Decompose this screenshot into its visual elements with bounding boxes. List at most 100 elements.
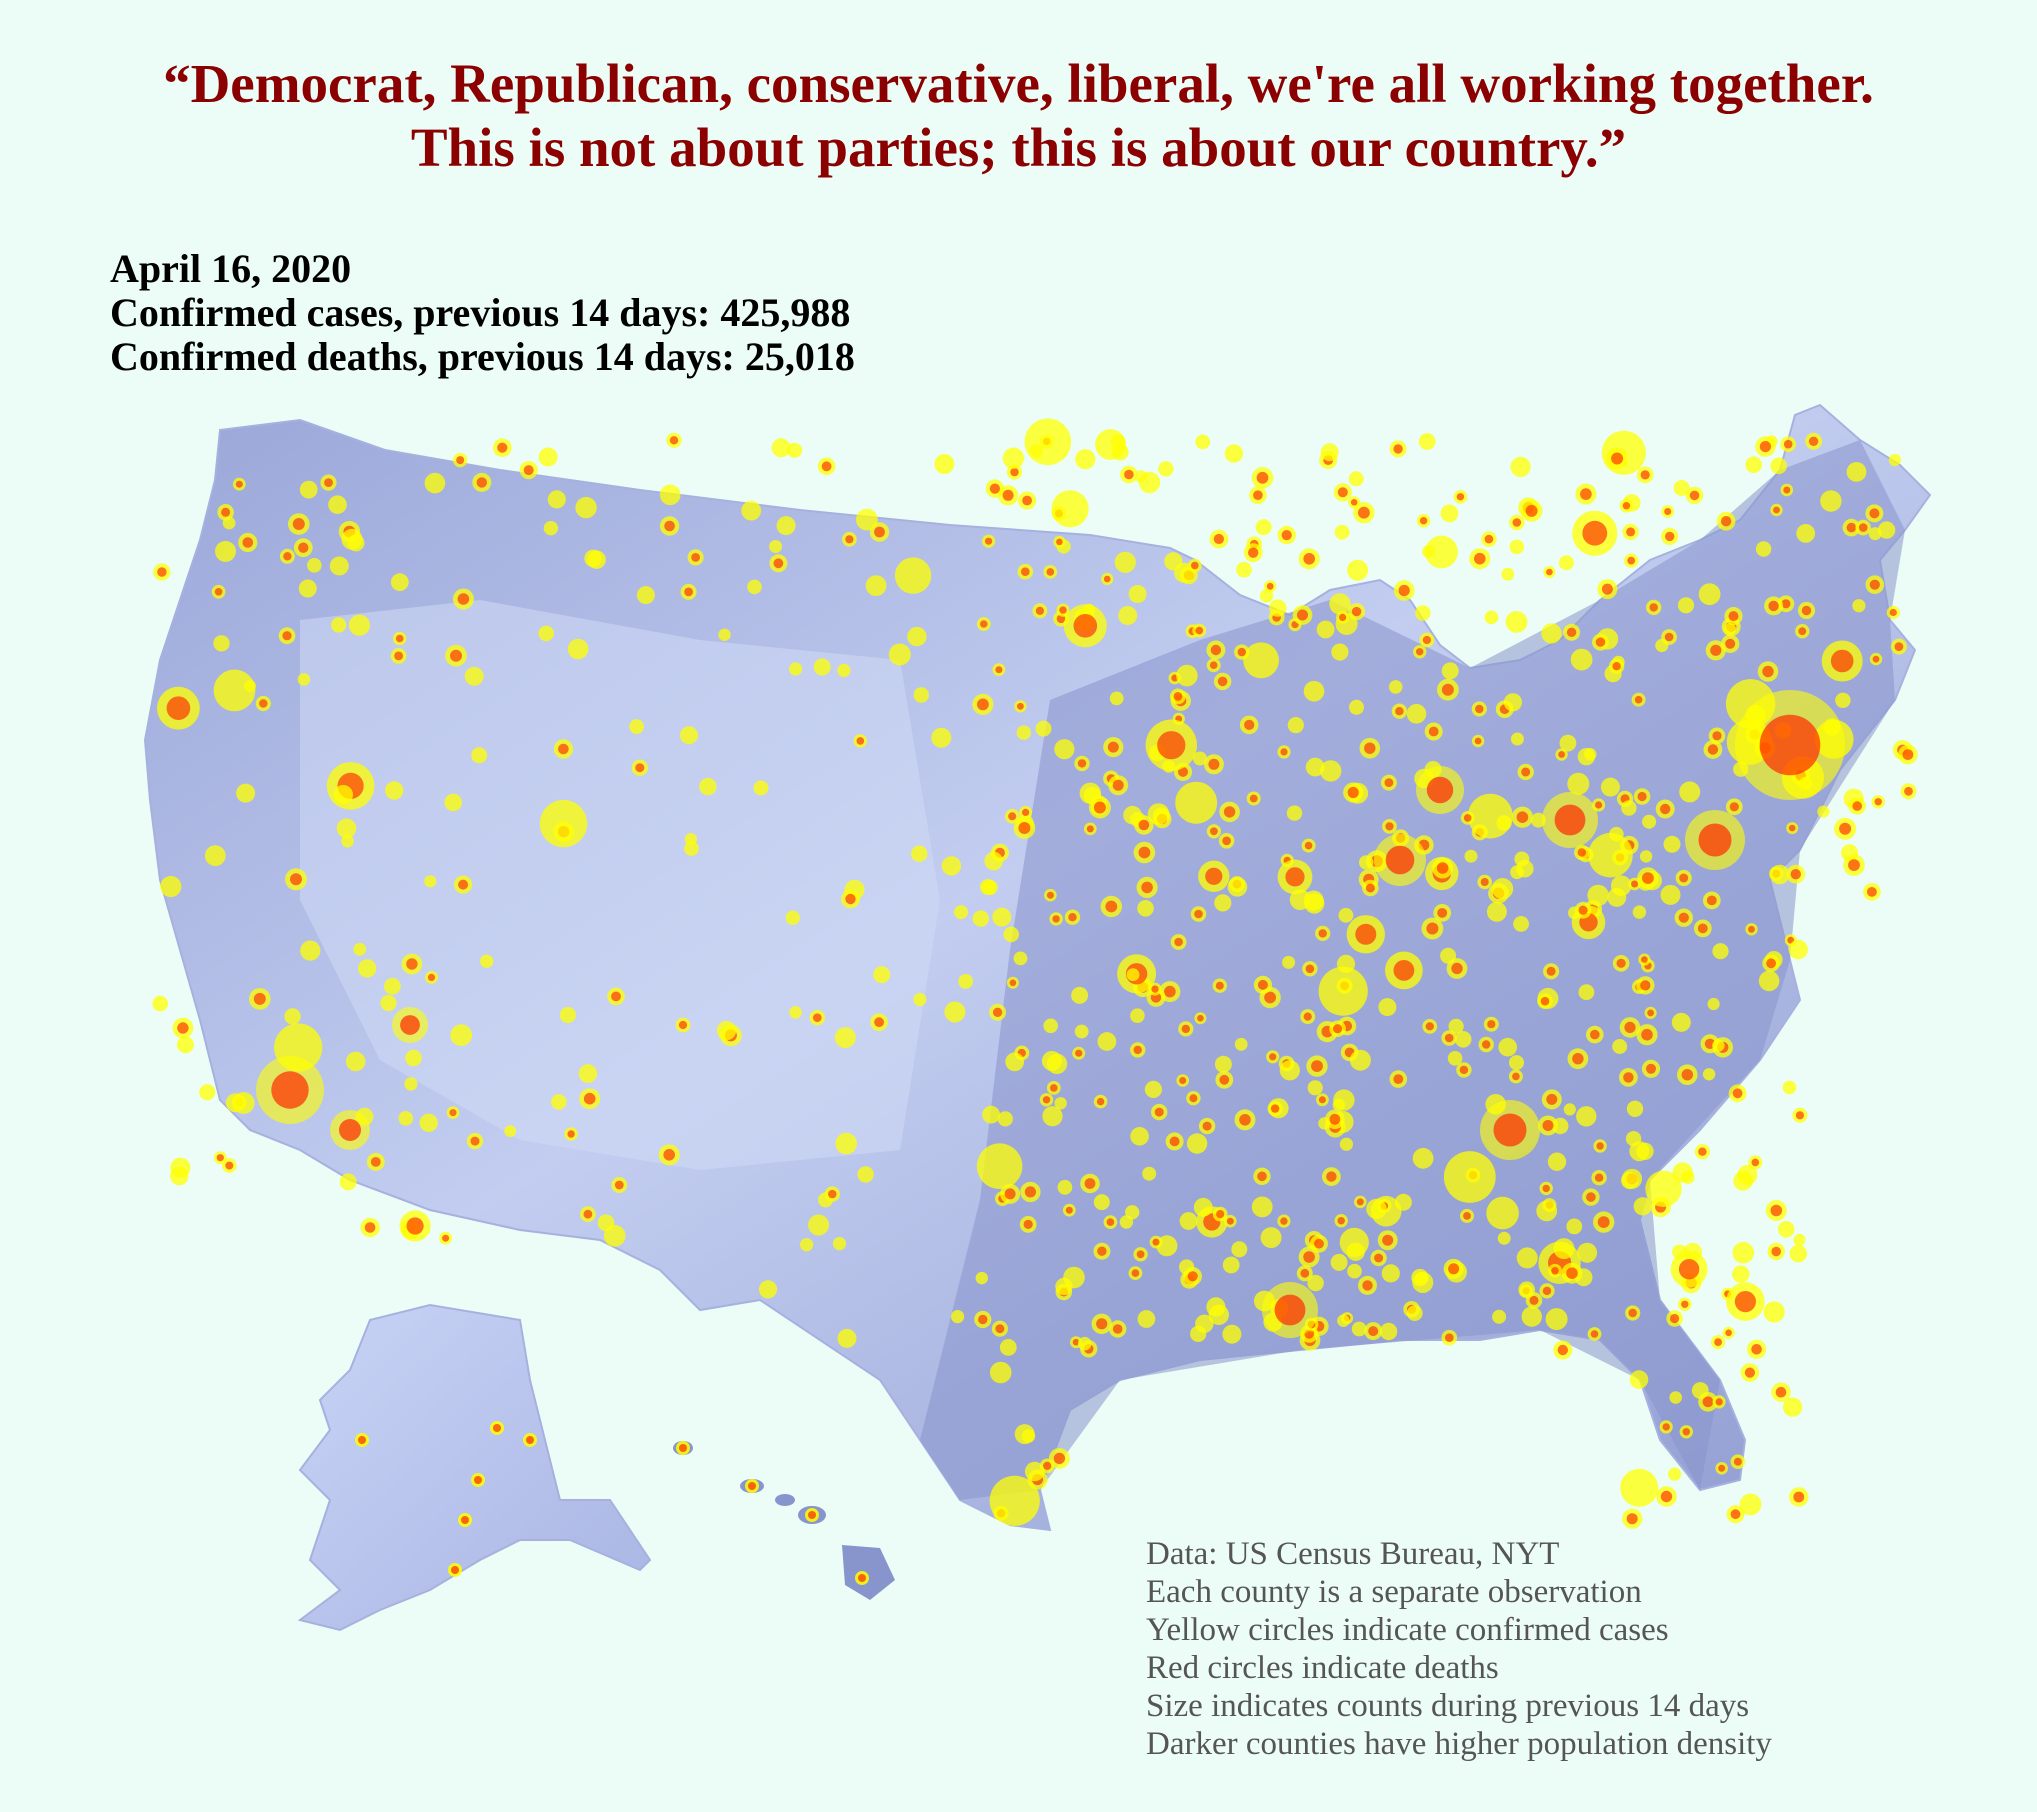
death-circle xyxy=(1179,1077,1187,1084)
death-circle xyxy=(1356,1198,1364,1206)
case-circle xyxy=(1422,545,1436,558)
case-circle xyxy=(1570,648,1593,671)
death-circle xyxy=(1720,516,1732,527)
alaska-shape xyxy=(297,1303,652,1632)
death-circle xyxy=(1634,695,1643,704)
death-circle xyxy=(1596,1142,1604,1150)
death-circle xyxy=(157,567,167,577)
case-circle xyxy=(1852,599,1866,613)
death-circle xyxy=(1759,714,1821,776)
case-circle xyxy=(1620,1468,1659,1507)
note-line-4: Red circles indicate deaths xyxy=(1146,1650,1499,1686)
case-circle xyxy=(629,719,644,734)
death-circle xyxy=(1766,958,1776,969)
case-circle xyxy=(1712,1039,1725,1052)
case-circle xyxy=(1673,480,1690,496)
case-circle xyxy=(1243,642,1279,679)
death-circle xyxy=(1566,1267,1578,1279)
case-circle xyxy=(1334,524,1350,540)
death-circle xyxy=(1311,1060,1323,1072)
death-circle xyxy=(635,763,645,773)
case-circle xyxy=(1669,1391,1682,1404)
death-circle xyxy=(1748,925,1755,933)
death-circle xyxy=(1010,467,1019,477)
case-circle xyxy=(1541,623,1562,644)
case-circle xyxy=(1576,1106,1597,1127)
case-circle xyxy=(865,575,887,596)
death-circle xyxy=(1248,547,1259,558)
death-circle xyxy=(1084,1178,1096,1189)
death-circle xyxy=(1874,798,1882,806)
death-circle xyxy=(1364,742,1376,754)
death-circle xyxy=(358,1436,366,1444)
case-circle xyxy=(1559,734,1577,752)
death-circle xyxy=(1256,471,1269,484)
death-circle xyxy=(1075,1049,1083,1057)
case-circle xyxy=(1348,471,1364,487)
case-circle xyxy=(636,586,655,605)
death-circle xyxy=(1350,499,1358,506)
case-circle xyxy=(659,484,681,506)
case-circle xyxy=(758,1280,778,1299)
case-circle xyxy=(1137,1310,1156,1328)
death-circle xyxy=(1783,439,1793,449)
death-circle xyxy=(1558,751,1565,758)
death-circle xyxy=(1086,825,1094,833)
death-circle xyxy=(1733,1457,1742,1466)
case-circle xyxy=(1626,1100,1644,1118)
death-circle xyxy=(1151,985,1159,993)
case-circle xyxy=(1186,1133,1208,1154)
case-circle xyxy=(1109,691,1124,706)
notes-block: Data: US Census Bureau, NYT Each county … xyxy=(1146,1535,1772,1763)
death-circle xyxy=(1730,1509,1741,1520)
death-circle xyxy=(1329,1113,1341,1125)
death-circle xyxy=(1053,1452,1066,1465)
case-circle xyxy=(1600,777,1620,797)
death-circle xyxy=(1751,1158,1760,1167)
case-circle xyxy=(348,614,370,636)
case-circle xyxy=(1440,947,1457,964)
death-circle xyxy=(1771,1246,1781,1257)
case-circle xyxy=(1130,1008,1145,1023)
case-circle xyxy=(1251,1196,1273,1218)
death-circle xyxy=(523,465,534,476)
case-circle xyxy=(989,1361,1012,1384)
death-circle xyxy=(1024,1186,1036,1198)
case-circle xyxy=(1629,1370,1649,1389)
death-circle xyxy=(1725,638,1736,649)
death-circle xyxy=(427,973,436,982)
case-circle xyxy=(578,1064,598,1083)
case-circle xyxy=(1005,1052,1025,1072)
death-circle xyxy=(1590,1330,1599,1338)
death-circle xyxy=(1266,582,1274,590)
case-circle xyxy=(1633,1197,1652,1216)
death-circle xyxy=(1337,1217,1345,1225)
death-circle xyxy=(1867,887,1877,897)
case-circle xyxy=(1130,1127,1149,1146)
case-circle xyxy=(972,910,989,927)
case-circle xyxy=(328,495,347,514)
death-circle xyxy=(1244,719,1255,731)
death-circle xyxy=(1358,506,1370,519)
death-circle xyxy=(271,1071,309,1109)
death-circle xyxy=(856,737,865,745)
case-circle xyxy=(1558,555,1574,571)
case-circle xyxy=(1796,524,1816,543)
death-circle xyxy=(1249,794,1258,803)
death-circle xyxy=(1729,802,1739,812)
death-circle xyxy=(1682,1428,1691,1436)
death-circle xyxy=(1627,556,1636,565)
death-circle xyxy=(1641,956,1648,963)
case-circle xyxy=(1054,1097,1067,1110)
death-circle xyxy=(874,526,885,538)
case-circle xyxy=(1440,504,1459,523)
death-circle xyxy=(663,1149,675,1161)
death-circle xyxy=(1197,1014,1204,1022)
death-circle xyxy=(1480,878,1489,886)
death-circle xyxy=(678,1020,688,1030)
death-circle xyxy=(1623,1072,1634,1083)
case-circle xyxy=(1621,800,1637,816)
death-circle xyxy=(1712,731,1722,741)
case-circle xyxy=(834,1027,856,1049)
death-circle xyxy=(874,1017,884,1028)
